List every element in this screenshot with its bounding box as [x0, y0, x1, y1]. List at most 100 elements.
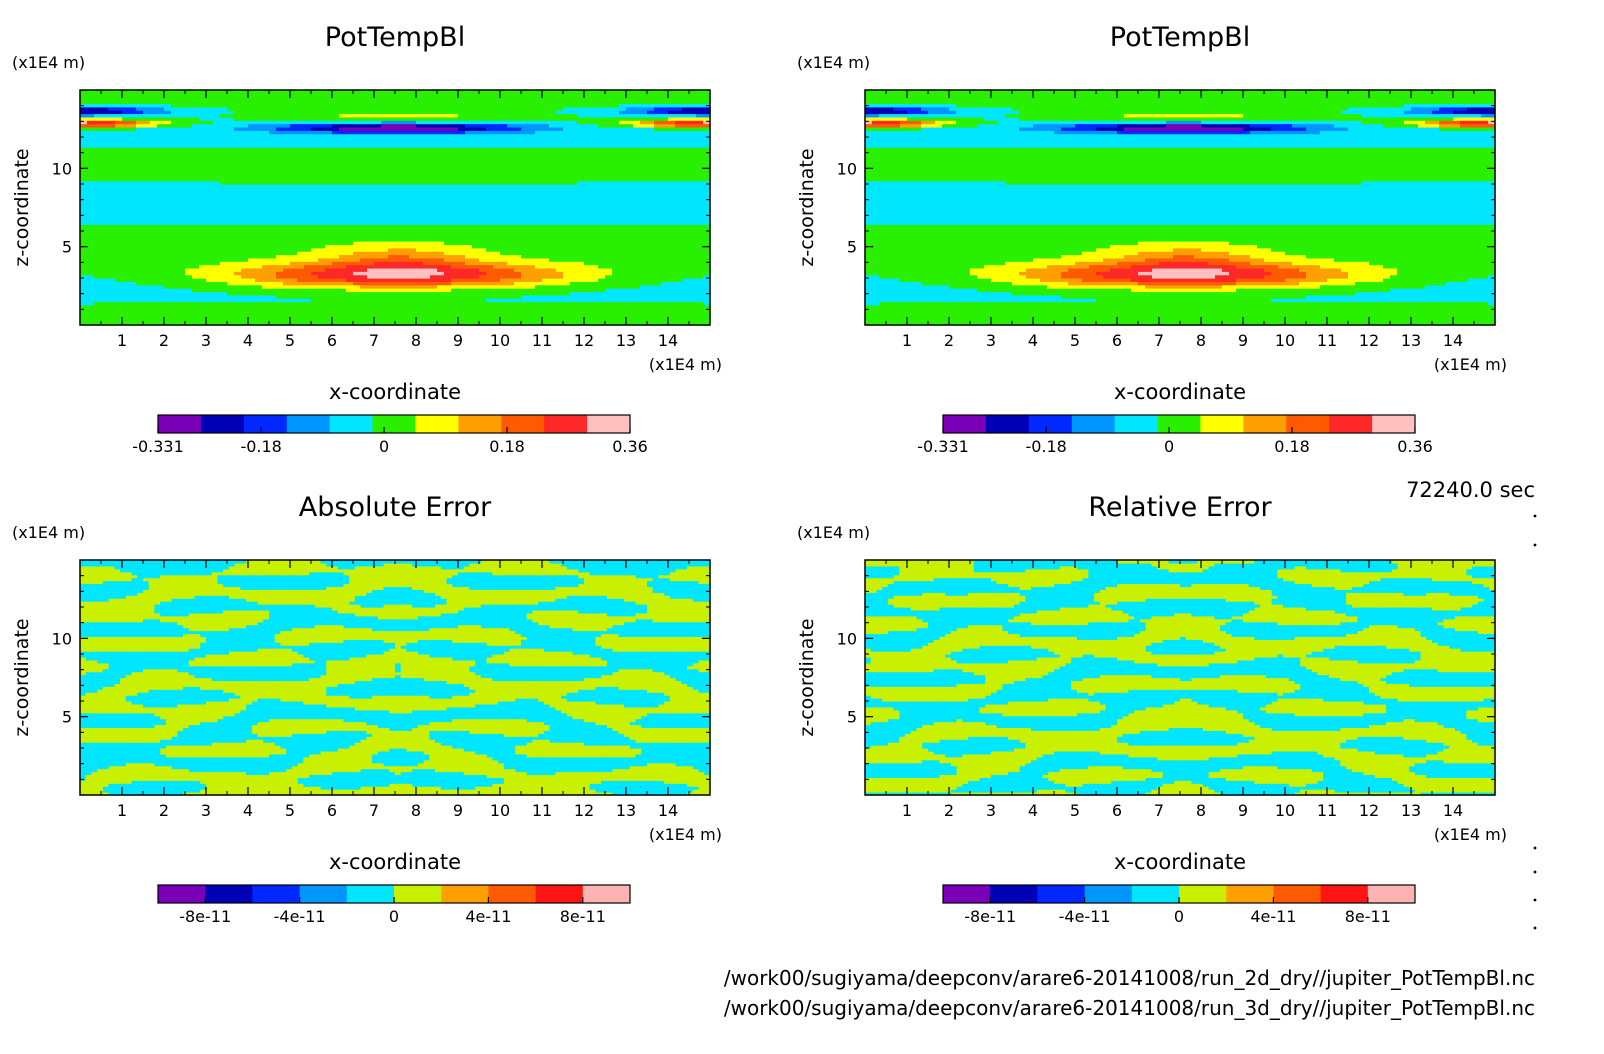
heatmap-cell: [178, 100, 186, 105]
heatmap-cell: [269, 167, 277, 172]
heatmap-cell: [304, 200, 312, 205]
heatmap-cell: [374, 274, 382, 279]
heatmap-cell: [311, 177, 319, 182]
heatmap-cell: [192, 126, 200, 131]
heatmap-cell: [220, 294, 228, 299]
heatmap-cell: [206, 251, 214, 256]
heatmap-cell: [283, 116, 291, 121]
heatmap-cell: [150, 143, 158, 148]
heatmap-cell: [101, 217, 109, 222]
heatmap-cell: [318, 197, 326, 202]
heatmap-cell: [346, 147, 354, 152]
heatmap-cell: [395, 123, 403, 128]
heatmap-cell: [178, 247, 186, 252]
heatmap-cell: [283, 123, 291, 128]
heatmap-cell: [87, 116, 95, 121]
heatmap-cell: [283, 314, 291, 319]
heatmap-cell: [192, 153, 200, 158]
heatmap-cell: [108, 170, 116, 175]
heatmap-cell: [185, 281, 193, 286]
heatmap-cell: [318, 103, 326, 108]
heatmap-cell: [367, 301, 375, 306]
heatmap-cell: [87, 194, 95, 199]
heatmap-cell: [283, 167, 291, 172]
heatmap-cell: [339, 126, 347, 131]
heatmap-cell: [234, 90, 242, 94]
heatmap-cell: [276, 120, 284, 125]
heatmap-cell: [178, 110, 186, 115]
heatmap-cell: [213, 157, 221, 162]
heatmap-cell: [199, 106, 207, 111]
heatmap-cell: [360, 137, 368, 141]
heatmap-cell: [234, 311, 242, 316]
heatmap-cell: [318, 261, 326, 266]
heatmap-cell: [185, 234, 193, 239]
heatmap-cell: [248, 288, 256, 293]
heatmap-cell: [325, 281, 333, 286]
heatmap-cell: [206, 184, 214, 188]
heatmap-cell: [87, 241, 95, 246]
heatmap-cell: [269, 130, 277, 135]
heatmap-cell: [395, 291, 403, 296]
heatmap-cell: [185, 167, 193, 172]
heatmap-cell: [220, 278, 228, 282]
heatmap-cell: [332, 96, 340, 101]
heatmap-cell: [374, 241, 382, 246]
heatmap-cell: [80, 90, 88, 94]
heatmap-cell: [199, 257, 207, 262]
heatmap-cell: [122, 291, 130, 296]
heatmap-cell: [234, 103, 242, 108]
heatmap-cell: [311, 173, 319, 178]
heatmap-cell: [255, 274, 263, 279]
heatmap-cell: [143, 147, 151, 152]
heatmap-cell: [255, 103, 263, 108]
heatmap-cell: [332, 184, 340, 188]
heatmap-cell: [227, 96, 235, 101]
heatmap-cell: [178, 163, 186, 168]
heatmap-cell: [255, 123, 263, 128]
heatmap-cell: [227, 143, 235, 148]
heatmap-cell: [94, 160, 102, 165]
heatmap-cell: [234, 120, 242, 125]
heatmap-cell: [213, 231, 221, 235]
heatmap-cell: [262, 96, 270, 101]
heatmap-cell: [381, 261, 389, 266]
heatmap-cell: [283, 278, 291, 282]
heatmap-cell: [129, 267, 137, 272]
heatmap-cell: [220, 153, 228, 158]
heatmap-cell: [213, 116, 221, 121]
heatmap-cell: [381, 231, 389, 235]
heatmap-cell: [395, 160, 403, 165]
heatmap-cell: [255, 264, 263, 269]
heatmap-cell: [395, 180, 403, 185]
heatmap-cell: [395, 167, 403, 172]
heatmap-cell: [311, 130, 319, 135]
heatmap-cell: [374, 96, 382, 101]
heatmap-cell: [227, 187, 235, 192]
heatmap-cell: [136, 184, 144, 188]
heatmap-cell: [255, 321, 263, 326]
heatmap-cell: [129, 163, 137, 168]
heatmap-cell: [80, 227, 88, 232]
heatmap-cell: [164, 207, 172, 212]
heatmap-cell: [241, 281, 249, 286]
heatmap-cell: [388, 291, 396, 296]
heatmap-cell: [185, 187, 193, 192]
heatmap-cell: [164, 308, 172, 313]
heatmap-cell: [185, 231, 193, 235]
heatmap-cell: [115, 301, 123, 306]
heatmap-cell: [234, 227, 242, 232]
heatmap-cell: [283, 200, 291, 205]
heatmap-cell: [290, 210, 298, 215]
heatmap-cell: [353, 294, 361, 299]
heatmap-cell: [150, 224, 158, 229]
heatmap-cell: [234, 140, 242, 145]
heatmap-cell: [122, 204, 130, 209]
heatmap-cell: [367, 214, 375, 219]
heatmap-cell: [360, 251, 368, 256]
heatmap-cell: [115, 133, 123, 138]
heatmap-cell: [276, 264, 284, 269]
heatmap-cell: [234, 237, 242, 242]
heatmap-cell: [276, 278, 284, 282]
heatmap-cell: [157, 187, 165, 192]
